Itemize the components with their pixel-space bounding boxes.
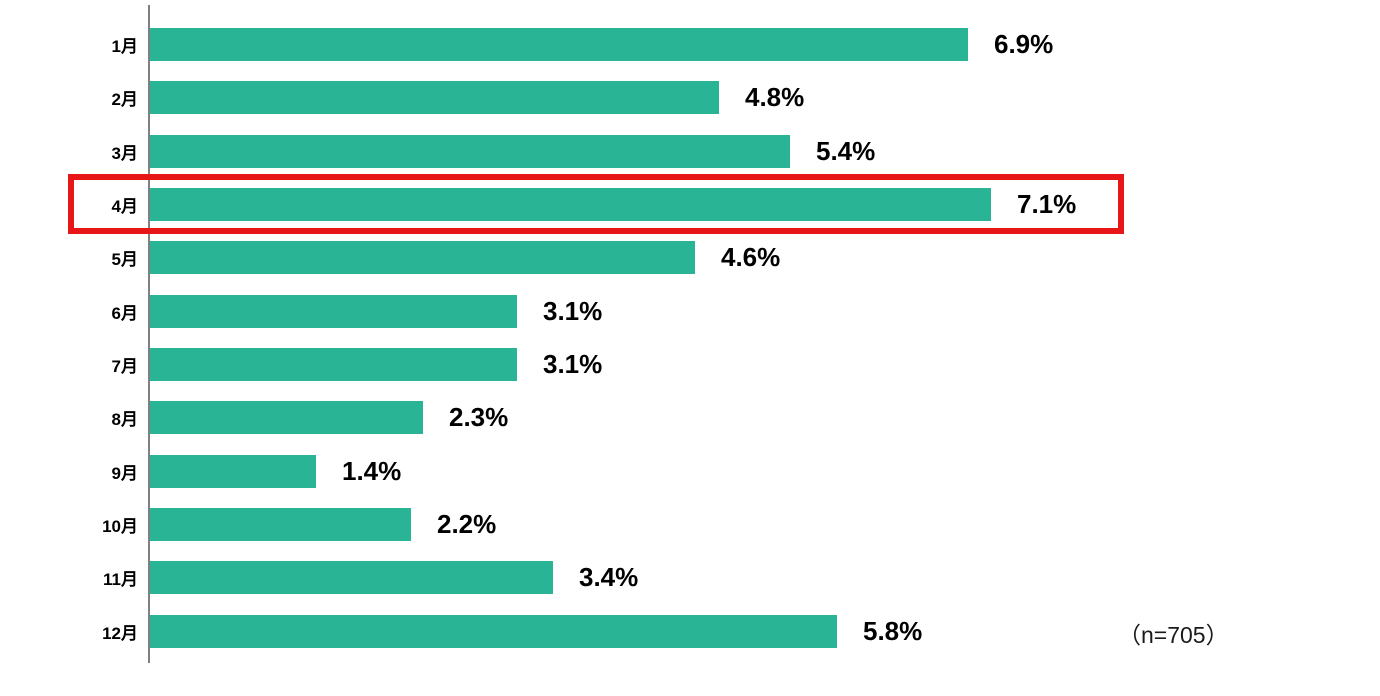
- category-label: 3月: [111, 143, 138, 163]
- value-label: 2.3%: [449, 402, 509, 433]
- bar: [150, 81, 719, 115]
- value-label: 3.1%: [543, 349, 603, 380]
- y-axis-line: [148, 5, 150, 663]
- value-label: 3.1%: [543, 295, 603, 326]
- bar-row: 3月 5.4%: [0, 125, 1380, 178]
- value-label: 7.1%: [1017, 189, 1077, 220]
- bar: [150, 134, 790, 168]
- bar: [150, 28, 968, 62]
- bar: [150, 294, 517, 328]
- bar-row: 2月 4.8%: [0, 71, 1380, 124]
- bar: [150, 508, 411, 542]
- category-label: 8月: [111, 410, 138, 430]
- category-label: 5月: [111, 250, 138, 270]
- value-label: 2.2%: [437, 509, 497, 540]
- bar-row: 6月 3.1%: [0, 285, 1380, 338]
- category-label: 9月: [111, 463, 138, 483]
- category-label: 10月: [102, 517, 138, 537]
- category-label: 11月: [103, 570, 138, 590]
- bar-row: 7月 3.1%: [0, 338, 1380, 391]
- category-label: 2月: [111, 90, 138, 110]
- bar-row: 11月 3.4%: [0, 551, 1380, 604]
- sample-size-note: （n=705）: [1118, 622, 1229, 648]
- bar: [150, 348, 517, 382]
- value-label: 6.9%: [994, 29, 1054, 60]
- value-label: 5.8%: [863, 615, 923, 646]
- category-label: 1月: [111, 37, 138, 57]
- bar-row: 9月 1.4%: [0, 445, 1380, 498]
- category-label: 7月: [111, 357, 138, 377]
- category-label: 6月: [111, 303, 138, 323]
- category-label: 4月: [111, 197, 138, 217]
- bar: [150, 188, 991, 222]
- value-label: 4.6%: [721, 242, 781, 273]
- bar-row: 4月 7.1%: [0, 178, 1380, 231]
- value-label: 4.8%: [745, 82, 805, 113]
- bar: [150, 454, 316, 488]
- bar: [150, 561, 553, 595]
- value-label: 3.4%: [579, 562, 639, 593]
- bar-row: 1月 6.9%: [0, 18, 1380, 71]
- value-label: 5.4%: [816, 135, 876, 166]
- bar-row: 10月 2.2%: [0, 498, 1380, 551]
- bar-row: 8月 2.3%: [0, 391, 1380, 444]
- bar: [150, 401, 423, 435]
- bar-row: 12月 5.8%: [0, 605, 1380, 658]
- category-label: 12月: [102, 623, 138, 643]
- value-label: 1.4%: [342, 455, 402, 486]
- bar: [150, 614, 837, 648]
- bar-rows-container: 1月 6.9% 2月 4.8% 3月 5.4% 4月 7.1% 5月 4.6% 6月 3.1% 7月 3.…: [0, 18, 1380, 658]
- bar: [150, 241, 695, 275]
- bar-row: 5月 4.6%: [0, 231, 1380, 284]
